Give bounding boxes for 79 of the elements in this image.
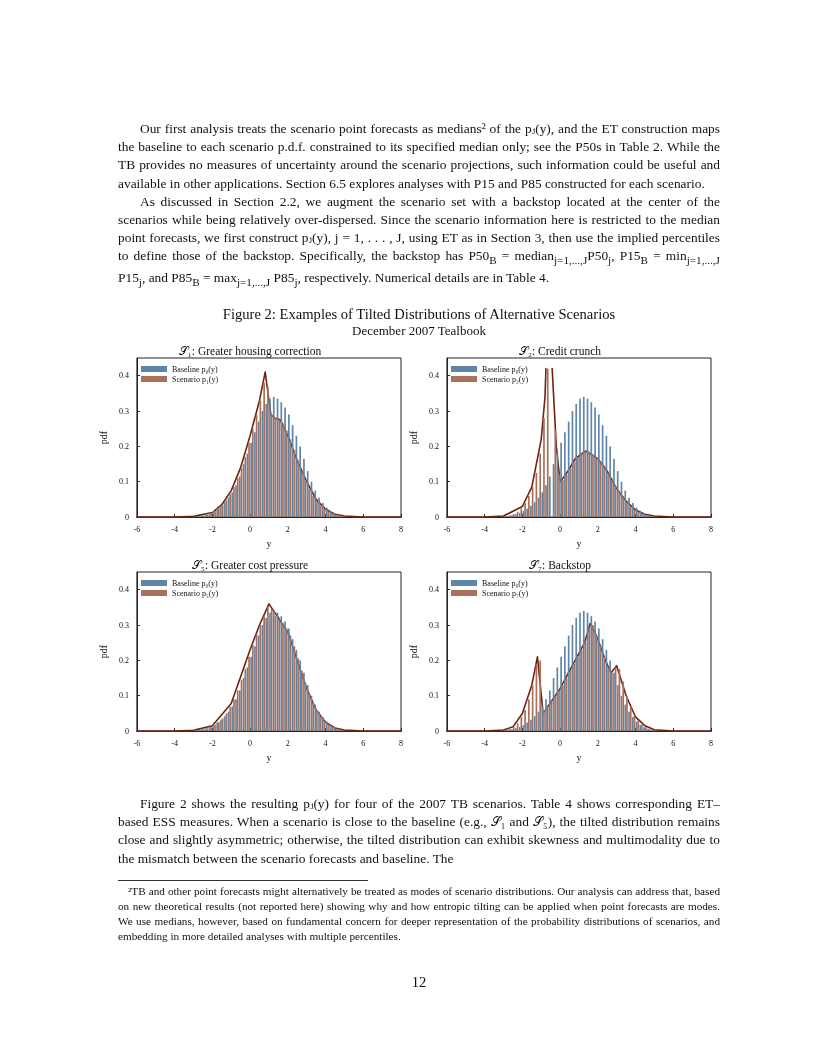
y-tick-label: 0.2	[428, 441, 439, 451]
y-tick-label: 0.3	[118, 406, 129, 416]
x-tick-label: -4	[481, 524, 488, 534]
y-tick-label: 0.1	[428, 477, 439, 487]
y-tick-label: 0.2	[428, 655, 439, 665]
x-tick-label: 0	[248, 524, 253, 534]
y-tick-label: 0.4	[118, 585, 129, 595]
x-axis-title: y	[576, 537, 582, 549]
legend-label: Scenario p₅(y)	[172, 588, 219, 598]
y-tick-label: 0.2	[118, 655, 129, 665]
text: As discussed in Section 2.2, we augment the scenario set with a backstop located at the center of the scenarios while being relatively over-dispersed. Since the scenario information here is restricted to the median point forecasts, we first construct pⱼ(y), j = 1, . . . , J, using ET as in Section 3, then use the implied percentiles to define those of the backstop. Specifically, the backstop has P50$_{B}$ = median$_{j=1,...,J}$P50$_{j}$, P15$_{B}$ = min$_{j=1,...,J}$ P15$_{j}$, and P85$_{B}$ = max$_{j=1,...,J}$ P85$_{j}$, respectively. Numerical details are in Table 4.	[118, 193, 720, 288]
x-tick-label: 4	[633, 524, 638, 534]
legend-label: Scenario p₂(y)	[482, 374, 529, 384]
x-tick-label: -2	[519, 524, 526, 534]
x-tick-label: 4	[633, 738, 638, 748]
x-tick-label: -2	[519, 738, 526, 748]
legend-label: Scenario p₁(y)	[172, 374, 219, 384]
y-axis-title: pdf	[97, 644, 109, 659]
y-axis-title: pdf	[407, 644, 419, 659]
text: December 2007 Tealbook	[351, 323, 487, 338]
text: 12	[410, 973, 428, 991]
y-tick-label: 0.4	[428, 585, 439, 595]
x-tick-label: 2	[285, 524, 290, 534]
x-tick-label: 8	[399, 524, 403, 534]
legend-label: Baseline p₀(y)	[482, 364, 528, 374]
y-tick-label: 0.2	[118, 441, 129, 451]
caption: Figure 2: Examples of Tilted Distributions of Alternative Scenarios	[221, 306, 617, 323]
x-axis-title: y	[576, 751, 582, 763]
x-tick-label: -2	[209, 738, 216, 748]
y-tick-label: 0.1	[118, 477, 129, 487]
x-tick-label: 8	[709, 738, 713, 748]
y-tick-label: 0	[124, 726, 129, 736]
chart-title: 𝒮₇: Backstop	[529, 559, 592, 572]
y-tick-label: 0.4	[118, 371, 129, 381]
x-tick-label: -6	[133, 738, 141, 748]
x-tick-label: -6	[443, 738, 451, 748]
y-tick-label: 0	[434, 726, 439, 736]
y-tick-label: 0.1	[428, 691, 439, 701]
legend-label: Scenario p₇(y)	[482, 588, 529, 598]
x-tick-label: 8	[709, 524, 713, 534]
x-tick-label: 0	[558, 524, 563, 534]
x-axis-title: y	[266, 751, 272, 763]
y-axis-title: pdf	[97, 430, 109, 445]
x-tick-label: -4	[171, 738, 178, 748]
y-tick-label: 0	[124, 512, 129, 522]
x-tick-label: 2	[595, 524, 600, 534]
y-tick-label: 0	[434, 512, 439, 522]
legend-label: Baseline p₀(y)	[172, 578, 218, 588]
x-tick-label: 6	[361, 524, 366, 534]
chart-title: 𝒮₅: Greater cost pressure	[191, 559, 309, 572]
chart-title: 𝒮₁: Greater housing correction	[178, 345, 322, 358]
y-tick-label: 0.3	[428, 620, 439, 630]
x-tick-label: 6	[361, 738, 366, 748]
y-axis-title: pdf	[407, 430, 419, 445]
text: ²TB and other point forecasts might alternatively be treated as modes of scenario distributions. Our analysis can address that, based on new theoretical results (not reported here) showing why and how entropic tilting can be applied when point forecasts are modes. We use medians, however, based on fundamental concern for deeper representation of the probability distributions of scenarios, and embedding in more detailed analyses with multiple percentiles.	[118, 879, 720, 944]
x-tick-label: 0	[248, 738, 253, 748]
x-axis-title: y	[266, 537, 272, 549]
x-tick-label: -2	[209, 524, 216, 534]
legend-label: Baseline p₀(y)	[482, 578, 528, 588]
caption: Figure 2 shows the resulting pⱼ(y) for four of the 2007 TB scenarios. Table 4 shows corresponding ET–based ESS measures. When a scenario is close to the baseline (e.g., 𝒮₁ and 𝒮₅), the tilted distribution remains close and slightly asymmetric; otherwise, the tilted distribution can exhibit skewness and multimodality due to the mismatch between the scenario forecasts and baseline. The	[118, 795, 720, 868]
x-tick-label: -4	[171, 524, 178, 534]
x-tick-label: 4	[323, 524, 328, 534]
x-tick-label: 8	[399, 738, 403, 748]
x-tick-label: -6	[443, 524, 451, 534]
y-tick-label: 0.1	[118, 691, 129, 701]
x-tick-label: 6	[671, 524, 676, 534]
x-tick-label: 6	[671, 738, 676, 748]
y-tick-label: 0.3	[118, 620, 129, 630]
text: Our first analysis treats the scenario point forecasts as medians² of the pⱼ(y), and the ET construction maps the baseline to each scenario p.d.f. constrained to its specified median only; see the P50s in Table 2. While the TB provides no measures of uncertainty around the scenario projections, such information could be useful and available in other applications. Section 6.5 explores analyses with P15 and P85 constructed for each scenario.	[118, 120, 720, 193]
y-tick-label: 0.3	[428, 406, 439, 416]
y-tick-label: 0.4	[428, 371, 439, 381]
legend-label: Baseline p₀(y)	[172, 364, 218, 374]
x-tick-label: 2	[285, 738, 290, 748]
x-tick-label: -4	[481, 738, 488, 748]
chart-title: 𝒮₂: Credit crunch	[519, 345, 602, 357]
x-tick-label: 0	[558, 738, 563, 748]
x-tick-label: -6	[133, 524, 141, 534]
x-tick-label: 2	[595, 738, 600, 748]
x-tick-label: 4	[323, 738, 328, 748]
